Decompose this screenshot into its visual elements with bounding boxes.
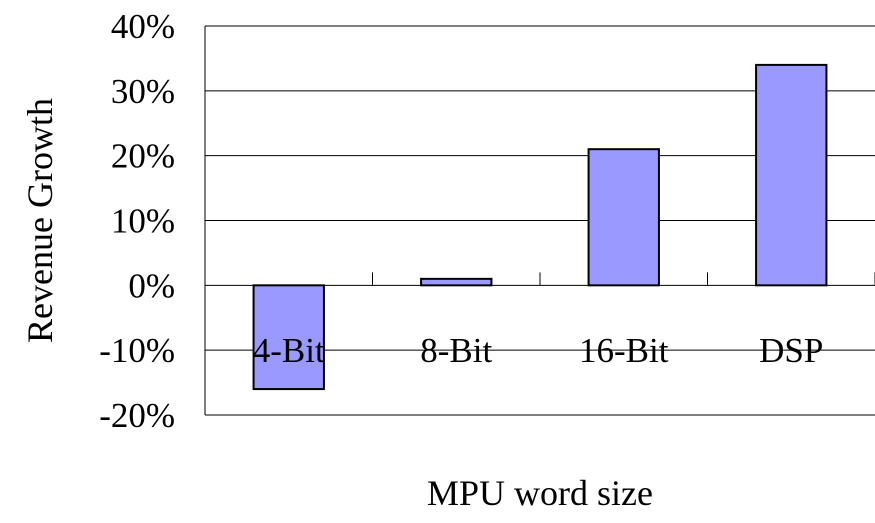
category-label: DSP [759, 331, 823, 370]
bars [252, 63, 828, 391]
category-label: 8-Bit [420, 331, 492, 370]
bar-dsp [755, 63, 828, 287]
y-tick-labels: 40% 30% 20% 10% 0% -10% -20% [99, 7, 175, 435]
y-axis-title: Revenue Growth [20, 98, 60, 343]
y-tick-label: 40% [111, 7, 175, 46]
category-label: 4-Bit [253, 331, 325, 370]
bar-16-bit [587, 148, 660, 287]
y-tick-label: -20% [99, 396, 175, 435]
y-tick-label: 20% [111, 137, 175, 176]
y-tick-label: -10% [99, 331, 175, 370]
bar-8-bit [420, 277, 493, 287]
bar-4-bit [252, 284, 325, 391]
category-labels: 4-Bit 8-Bit 16-Bit DSP [253, 331, 824, 370]
y-tick-label: 10% [111, 202, 175, 241]
x-axis-title: MPU word size [427, 473, 653, 513]
category-label: 16-Bit [579, 331, 669, 370]
y-tick-label: 30% [111, 72, 175, 111]
y-tick-label: 0% [128, 266, 175, 305]
